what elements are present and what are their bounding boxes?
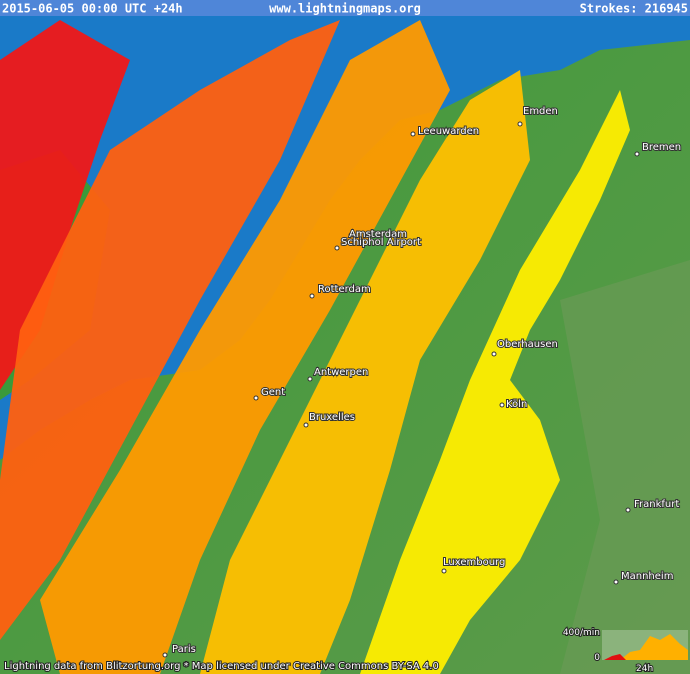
city-label: Schiphol Airport (341, 237, 421, 248)
city-dot (307, 376, 313, 382)
strike-band-yellow (360, 90, 630, 674)
city-dot (309, 293, 315, 299)
strike-band-red (0, 20, 130, 390)
city-label: Emden (523, 106, 558, 117)
strokes: Strokes: 216945 (580, 2, 688, 16)
city-dot (253, 395, 259, 401)
city-dot (162, 652, 168, 658)
city-dot (334, 245, 340, 251)
legend: 400/min 0 24h (562, 627, 688, 674)
city-dot (625, 507, 631, 513)
city-dot (410, 131, 416, 137)
legend-span: 24h (636, 664, 653, 674)
city-label: Köln (506, 399, 527, 410)
strike-band-orange (40, 20, 450, 674)
city-label: Amsterdam (349, 229, 407, 240)
city-dot (348, 232, 354, 238)
city-label: Paris (172, 644, 196, 655)
strike-band-amber (200, 70, 530, 674)
land-hills (560, 260, 690, 674)
legend-histogram (604, 654, 626, 660)
city-label: Bruxelles (309, 412, 355, 423)
strike-band-dark-orange (0, 20, 340, 640)
legend-histogram (620, 634, 688, 660)
header-bar (0, 0, 690, 16)
city-label: Frankfurt (634, 499, 679, 510)
city-label: Leeuwarden (418, 126, 479, 137)
city-dot (613, 579, 619, 585)
city-dot (634, 151, 640, 157)
city-label: Luxembourg (443, 557, 505, 568)
city-label: Bremen (642, 142, 681, 153)
city-label: Rotterdam (318, 284, 371, 295)
legend-rate: 400/min (563, 628, 600, 638)
timestamp: 2015-06-05 00:00 UTC +24h (2, 2, 183, 16)
site: www.lightningmaps.org (269, 2, 421, 16)
legend-zero: 0 (594, 653, 600, 663)
city-label: Oberhausen (497, 339, 558, 350)
city-label: Mannheim (621, 571, 673, 582)
city-label: Antwerpen (314, 367, 368, 378)
city-label: Gent (261, 387, 285, 398)
city-dot (441, 568, 447, 574)
city-dot (303, 422, 309, 428)
footer-credit: Lightning data from Blitzortung.org * Ma… (4, 661, 439, 672)
city-dot (499, 402, 505, 408)
city-dot (517, 121, 523, 127)
cities: Emden Bremen Leeuwarden Amsterdam Schiph… (162, 105, 682, 658)
city-dot (491, 351, 497, 357)
